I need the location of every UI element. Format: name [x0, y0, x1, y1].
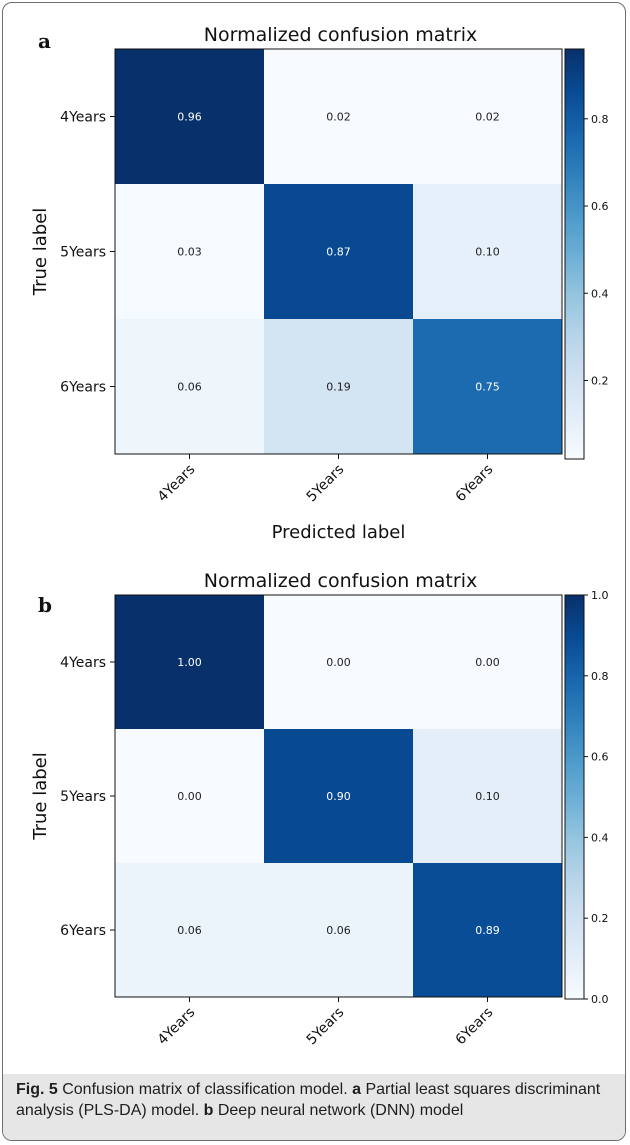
x-tick-label: 5Years	[304, 1005, 348, 1049]
cell-value-label: 0.06	[177, 381, 202, 394]
caption-background	[3, 1074, 625, 1140]
x-tick-label: 6Years	[453, 1005, 497, 1049]
heatmap-cell	[264, 595, 413, 729]
chart-title: Normalized confusion matrix	[204, 570, 477, 592]
heatmap-cell	[115, 184, 264, 319]
colorbar	[564, 594, 585, 1000]
heatmap-cell	[115, 319, 264, 454]
y-tick-label: 6Years	[60, 380, 106, 396]
colorbar-tick-label: 0.2	[591, 912, 609, 925]
y-tick-label: 5Years	[60, 245, 106, 261]
heatmap-cell	[115, 729, 264, 863]
cell-value-label: 1.00	[177, 656, 202, 669]
x-tick-label: 4Years	[155, 462, 199, 506]
y-axis-label: True label	[30, 208, 51, 297]
heatmap-cell	[264, 863, 413, 997]
y-tick-label: 5Years	[60, 789, 106, 805]
colorbar-tick-label: 0.6	[591, 200, 609, 213]
cell-value-label: 0.00	[177, 790, 202, 803]
y-tick-label: 4Years	[60, 110, 106, 126]
cell-value-label: 0.02	[326, 111, 351, 124]
cell-value-label: 0.06	[177, 924, 202, 937]
cell-value-label: 0.96	[177, 111, 202, 124]
chart-panel-a: a Normalized confusion matrix 0.96 0.02 0.02…	[30, 24, 609, 543]
y-tick-label: 4Years	[60, 655, 106, 671]
colorbar-tick-label: 0.6	[591, 751, 609, 764]
colorbar-tick-label: 0.4	[591, 287, 609, 300]
x-tick-label: 4Years	[155, 1005, 199, 1049]
caption-text-3: Deep neural network (DNN) model	[213, 1102, 464, 1119]
cell-value-label: 0.03	[177, 246, 202, 259]
colorbar-tick-label: 1.0	[591, 589, 609, 602]
caption-text-2: Partial least squares discriminant analy…	[16, 1081, 601, 1119]
cell-value-label: 0.10	[475, 790, 500, 803]
colorbar-tick-label: 0.8	[591, 113, 609, 126]
heatmap-cell	[115, 863, 264, 997]
caption-fig-label: Fig. 5	[16, 1081, 58, 1098]
x-tick-label: 6Years	[453, 462, 497, 506]
heatmap-cell	[264, 729, 413, 863]
heatmap-cell	[413, 319, 562, 454]
colorbar-tick-label: 0.0	[591, 993, 609, 1006]
heatmap-cell	[413, 595, 562, 729]
y-tick-label: 6Years	[60, 923, 106, 939]
colorbar-tick-label: 0.8	[591, 670, 609, 683]
cell-value-label: 0.75	[475, 381, 500, 394]
heatmap-cell	[413, 49, 562, 184]
cell-value-label: 0.10	[475, 246, 500, 259]
caption-letter-b: b	[203, 1102, 214, 1119]
cell-value-label: 0.06	[326, 924, 351, 937]
x-axis-label: Predicted label	[272, 522, 406, 543]
chart-title: Normalized confusion matrix	[204, 24, 477, 46]
cell-value-label: 0.00	[326, 656, 351, 669]
colorbar-tick-label: 0.4	[591, 831, 609, 844]
figure-caption: Fig. 5 Confusion matrix of classificatio…	[16, 1079, 612, 1121]
caption-letter-a: a	[352, 1081, 362, 1098]
heatmap-cell	[413, 184, 562, 319]
colorbar	[564, 48, 585, 460]
heatmap-cell	[264, 184, 413, 319]
cell-value-label: 0.89	[475, 924, 500, 937]
cell-value-label: 0.02	[475, 111, 500, 124]
cell-value-label: 0.90	[326, 790, 351, 803]
cell-value-label: 0.19	[326, 381, 351, 394]
cell-value-label: 0.00	[475, 656, 500, 669]
panel-letter: a	[38, 29, 51, 53]
y-axis-label: True label	[30, 752, 51, 841]
heatmap-cell	[264, 49, 413, 184]
x-tick-label: 5Years	[304, 462, 348, 506]
colorbar-tick-label: 0.2	[591, 374, 609, 387]
panel-letter: b	[38, 593, 52, 617]
heatmap-cell	[115, 595, 264, 729]
heatmap-cell	[264, 319, 413, 454]
heatmap-cell	[413, 729, 562, 863]
heatmap-cell	[115, 49, 264, 184]
heatmap-cell	[413, 863, 562, 997]
cell-value-label: 0.87	[326, 246, 351, 259]
caption-text-1: Confusion matrix of classification model…	[57, 1081, 353, 1098]
